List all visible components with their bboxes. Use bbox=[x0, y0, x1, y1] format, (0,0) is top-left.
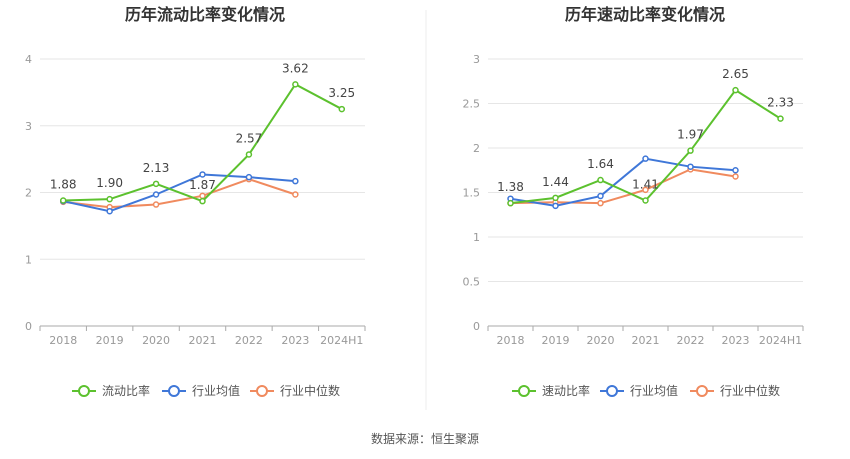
y-tick-label: 3 bbox=[25, 120, 32, 133]
legend-marker bbox=[168, 385, 180, 397]
data-point[interactable] bbox=[732, 167, 739, 174]
data-point[interactable] bbox=[687, 147, 694, 154]
legend-label: 行业均值 bbox=[630, 383, 678, 398]
data-label: 1.97 bbox=[677, 128, 704, 142]
y-tick-label: 0.5 bbox=[463, 276, 481, 289]
data-point[interactable] bbox=[597, 176, 604, 184]
data-point[interactable] bbox=[597, 192, 604, 200]
x-tick-label: 2019 bbox=[96, 334, 124, 347]
data-point[interactable] bbox=[777, 115, 784, 122]
x-tick-label: 2022 bbox=[677, 334, 705, 347]
data-point[interactable] bbox=[552, 202, 559, 210]
data-point[interactable] bbox=[245, 173, 253, 181]
data-point[interactable] bbox=[292, 177, 299, 185]
legend-item[interactable]: 行业均值 bbox=[600, 383, 678, 398]
y-tick-label: 2.5 bbox=[463, 98, 481, 111]
legend-item[interactable]: 行业均值 bbox=[162, 383, 240, 398]
data-point[interactable] bbox=[732, 173, 739, 180]
data-point[interactable] bbox=[152, 191, 160, 198]
data-point[interactable] bbox=[687, 163, 694, 170]
data-label: 2.57 bbox=[236, 131, 263, 145]
x-tick-label: 2024H1 bbox=[320, 334, 363, 347]
data-label: 1.90 bbox=[96, 176, 123, 190]
x-tick-label: 2024H1 bbox=[759, 334, 802, 347]
y-tick-label: 1 bbox=[473, 231, 480, 244]
x-tick-label: 2021 bbox=[189, 334, 217, 347]
data-label: 1.38 bbox=[497, 180, 524, 194]
legend-label: 行业均值 bbox=[192, 383, 240, 398]
x-tick-label: 2022 bbox=[235, 334, 263, 347]
x-tick-label: 2020 bbox=[587, 334, 615, 347]
legend-item[interactable]: 速动比率 bbox=[512, 383, 590, 398]
data-point[interactable] bbox=[199, 192, 206, 200]
data-point[interactable] bbox=[59, 197, 67, 204]
data-point[interactable] bbox=[642, 197, 649, 204]
data-label: 2.65 bbox=[722, 67, 749, 81]
data-point[interactable] bbox=[199, 171, 206, 178]
legend-label: 速动比率 bbox=[542, 383, 590, 398]
y-tick-label: 1 bbox=[25, 253, 32, 266]
y-tick-label: 2 bbox=[25, 187, 32, 200]
legend-item[interactable]: 流动比率 bbox=[72, 383, 150, 398]
legend-label: 流动比率 bbox=[102, 383, 150, 398]
data-point[interactable] bbox=[597, 199, 604, 207]
data-point[interactable] bbox=[199, 197, 206, 205]
data-point[interactable] bbox=[152, 180, 160, 188]
data-label: 1.44 bbox=[542, 175, 569, 189]
y-tick-label: 3 bbox=[473, 53, 480, 66]
data-point[interactable] bbox=[642, 155, 649, 162]
data-label: 3.62 bbox=[282, 61, 309, 75]
data-point[interactable] bbox=[552, 194, 559, 202]
series-line bbox=[63, 173, 296, 213]
y-tick-label: 1.5 bbox=[463, 187, 481, 200]
data-label: 1.41 bbox=[632, 178, 659, 192]
x-tick-label: 2019 bbox=[542, 334, 570, 347]
chart-title: 历年速动比率变化情况 bbox=[565, 5, 725, 24]
series-line bbox=[510, 157, 736, 207]
data-label: 1.88 bbox=[50, 178, 77, 192]
y-tick-label: 0 bbox=[473, 320, 480, 333]
data-point[interactable] bbox=[642, 186, 649, 194]
legend-label: 行业中位数 bbox=[280, 383, 340, 398]
x-tick-label: 2020 bbox=[142, 334, 170, 347]
data-point[interactable] bbox=[106, 207, 113, 215]
data-label: 3.25 bbox=[328, 86, 355, 100]
data-point[interactable] bbox=[338, 105, 346, 113]
data-point[interactable] bbox=[106, 195, 113, 203]
x-tick-label: 2018 bbox=[497, 334, 525, 347]
x-tick-label: 2021 bbox=[632, 334, 660, 347]
x-tick-label: 2023 bbox=[722, 334, 750, 347]
legend-marker bbox=[518, 385, 530, 397]
data-point[interactable] bbox=[152, 201, 160, 208]
data-label: 2.13 bbox=[143, 161, 170, 175]
y-tick-label: 0 bbox=[25, 320, 32, 333]
data-point[interactable] bbox=[507, 199, 514, 207]
quick-ratio-chart: 历年速动比率变化情况 0 0.5 1 1.5 2 2.5 3 2018 2019 2020 2021 2… bbox=[463, 5, 804, 398]
legend-marker bbox=[696, 385, 708, 397]
chart-title: 历年流动比率变化情况 bbox=[125, 5, 285, 24]
legend-item[interactable]: 行业中位数 bbox=[690, 383, 780, 398]
data-label: 1.64 bbox=[587, 157, 614, 171]
data-source: 数据来源：恒生聚源 bbox=[371, 431, 479, 446]
data-label: 1.87 bbox=[189, 178, 216, 192]
current-ratio-chart: 历年流动比率变化情况 0 1 2 3 4 2018 2019 2020 2021 2022 2023 2… bbox=[25, 5, 366, 398]
data-point[interactable] bbox=[245, 151, 253, 158]
legend-marker bbox=[78, 385, 90, 397]
legend-item[interactable]: 行业中位数 bbox=[250, 383, 340, 398]
data-label: 2.33 bbox=[767, 96, 794, 110]
data-point[interactable] bbox=[732, 86, 739, 94]
series-line bbox=[63, 178, 296, 209]
data-point[interactable] bbox=[292, 191, 299, 198]
data-point[interactable] bbox=[292, 81, 299, 88]
legend-label: 行业中位数 bbox=[720, 383, 780, 398]
series-line bbox=[510, 168, 736, 205]
x-tick-label: 2023 bbox=[281, 334, 309, 347]
y-tick-label: 4 bbox=[25, 53, 32, 66]
legend-marker bbox=[256, 385, 268, 397]
y-tick-label: 2 bbox=[473, 142, 480, 155]
x-tick-label: 2018 bbox=[49, 334, 77, 347]
legend-marker bbox=[606, 385, 618, 397]
